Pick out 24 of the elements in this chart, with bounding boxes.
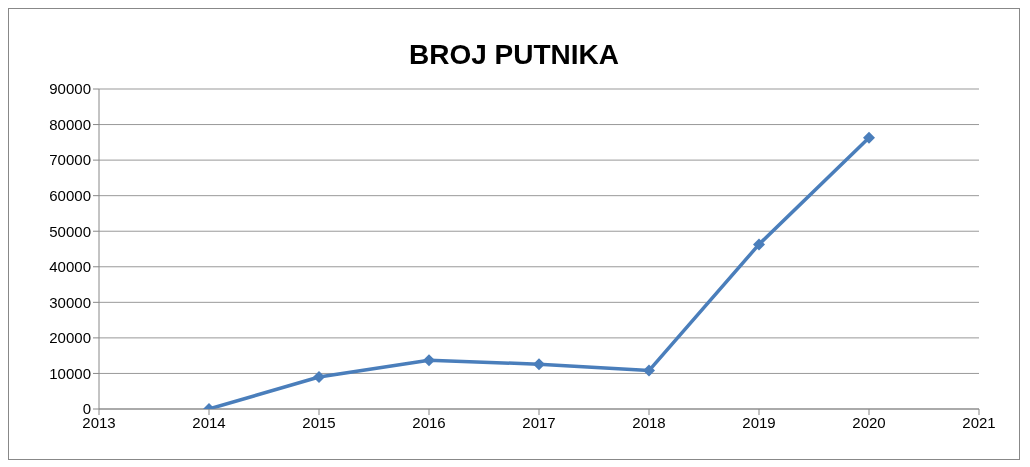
x-tick-label: 2021 bbox=[962, 413, 996, 431]
point bbox=[313, 371, 325, 383]
y-tick-label: 50000 bbox=[49, 222, 91, 240]
point bbox=[643, 364, 655, 377]
chart-title: BROJ PUTNIKA bbox=[408, 39, 620, 72]
y-tick-label: 10000 bbox=[49, 364, 91, 382]
x-tick-label: 2014 bbox=[192, 413, 226, 431]
x-tick-label: 2020 bbox=[852, 413, 886, 431]
y-tick-label: 60000 bbox=[49, 186, 91, 204]
y-tick-label: 30000 bbox=[49, 293, 91, 311]
y-tick-label: 40000 bbox=[49, 258, 91, 276]
x-tick-label: 2015 bbox=[302, 413, 336, 431]
point bbox=[533, 358, 545, 371]
point bbox=[863, 131, 875, 144]
point bbox=[753, 238, 765, 251]
point bbox=[423, 354, 435, 367]
y-tick-label: 20000 bbox=[49, 329, 91, 347]
y-tick-label: 70000 bbox=[49, 151, 91, 169]
x-tick-label: 2019 bbox=[742, 413, 776, 431]
x-tick-label: 2018 bbox=[632, 413, 666, 431]
x-tick-label: 2017 bbox=[522, 413, 556, 431]
x-tick-label: 2016 bbox=[412, 413, 446, 431]
y-tick-label: 90000 bbox=[49, 80, 91, 98]
y-tick-label: 80000 bbox=[49, 115, 91, 133]
